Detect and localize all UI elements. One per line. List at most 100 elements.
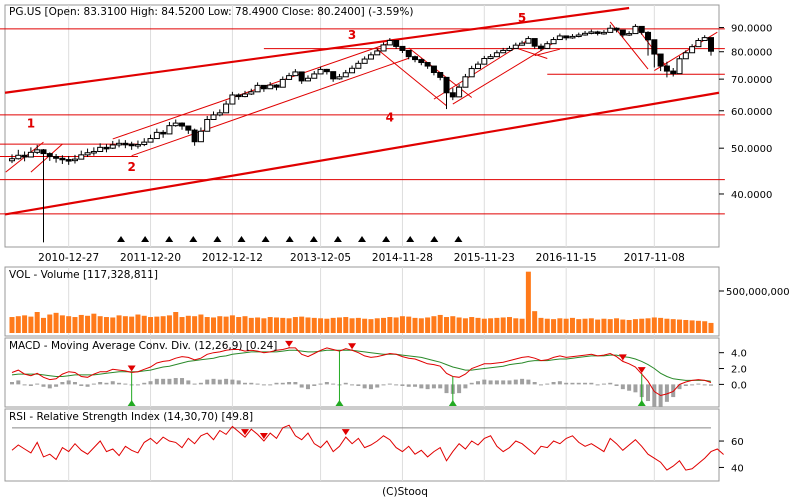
volume-bar [22,315,28,333]
macd-histogram-bar [551,382,556,385]
trendline [452,42,554,105]
volume-bar [582,318,588,333]
volume-bar [97,316,103,333]
candle-body [21,154,28,158]
macd-histogram-bar [274,382,279,385]
macd-histogram-bar [117,382,122,385]
volume-bar [695,320,701,333]
candle-body [160,131,167,135]
candle-body [78,154,85,160]
candle-body [556,35,563,41]
candle-body [481,58,488,65]
macd-histogram-bar [167,378,172,385]
candle-body [298,71,305,82]
volume-bar [418,318,424,333]
macd-histogram-bar [387,383,392,385]
candle-body [210,114,217,121]
candle-body [708,37,714,52]
sell-marker [618,354,627,361]
event-triangle [237,236,246,242]
volume-bar [15,316,21,333]
candle-body [418,59,425,64]
macd-histogram-bar [394,384,399,386]
volume-bar [122,316,128,333]
event-triangle [189,236,198,242]
macd-histogram-bar [35,383,40,385]
volume-bars [9,271,714,333]
macd-histogram-bar [10,382,14,385]
macd-histogram-bar [526,379,531,385]
macd-histogram-bar [161,378,166,385]
candle-body [103,146,110,150]
price-panel-frame [4,4,720,248]
rsi-axis-ticks: 60 40 [719,437,744,474]
macd-histogram-bar [135,384,140,386]
candle-body [386,39,393,46]
candle-body [336,76,343,80]
macd-histogram-bar [507,380,512,385]
candle-body [191,129,198,143]
time-axis-label: 2011-12-20 [120,252,181,264]
volume-bar [198,314,204,333]
candle-body [462,76,469,88]
macd-histogram-bar [702,384,707,386]
macd-histogram-bar [186,380,191,385]
volume-bar [538,317,544,333]
macd-histogram-bar [406,384,411,387]
candle-body [657,53,664,67]
macd-histogram-bar [469,382,474,385]
macd-histogram-bar [350,384,355,386]
volume-bar [475,317,481,333]
macd-histogram-bar [381,384,386,386]
macd-histogram-bar [438,384,443,389]
event-triangle [117,236,125,242]
macd-histogram-bar [696,383,701,385]
volume-panel: 500,000,000 VOL - Volume [117,328,811] [4,266,790,337]
macd-panel-frame [4,337,720,408]
price-panel-title: PG.US [Open: 83.3100 High: 84.5200 Low: … [9,6,413,18]
volume-bar [500,317,506,333]
macd-histogram-bar [91,383,96,385]
macd-histogram-bar [646,384,651,402]
rsi-axis-label: 60 [731,437,744,448]
macd-histogram-bar [72,382,77,385]
macd-histogram-bar [368,384,373,390]
price-axis-label: 60.0000 [731,107,772,118]
candle-body [632,25,639,35]
volume-bar [450,316,456,333]
macd-histogram-bar [570,382,575,385]
upper-channel-line [4,6,630,94]
candle-body [493,52,500,58]
volume-bar [444,317,450,333]
candle-body [153,131,160,140]
candle-body [27,151,34,158]
volume-bar [374,318,380,333]
rsi-gridlines [12,409,711,481]
macd-histogram-bar [362,384,367,389]
volume-bar [116,315,122,333]
candle-body [323,68,330,73]
macd-histogram-bar [400,384,405,386]
candle-body [267,84,274,90]
event-triangle [213,236,222,242]
macd-histogram-bar [627,384,632,391]
volume-bar [336,317,342,333]
volume-bar [343,317,349,333]
macd-histogram-bar [41,384,46,387]
macd-histogram-bar [85,384,90,387]
macd-histogram-bar [343,382,348,385]
volume-bar [166,315,172,333]
candlestick-series [9,24,714,243]
macd-histogram-bar [601,383,606,385]
volume-bar [607,319,613,333]
volume-bar [456,317,462,333]
volume-bar [248,317,254,333]
candle-body [682,52,689,60]
candle-body [449,92,456,98]
event-triangle [309,236,318,242]
macd-histogram-bar [98,382,103,385]
event-triangle [261,236,270,242]
candle-body [613,27,620,31]
candle-body [367,54,374,60]
macd-panel: 4.0 2.0 0.0 MACD - Moving Average Conv. Di… [4,337,747,408]
